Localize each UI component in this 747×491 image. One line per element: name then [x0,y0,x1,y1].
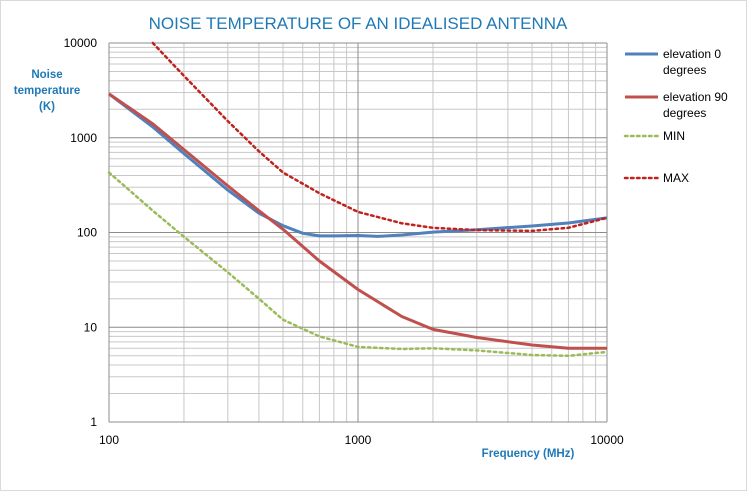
x-tick-label: 1000 [345,433,372,447]
y-tick-label: 1000 [70,131,97,145]
legend-label: MAX [663,171,689,185]
legend-label: elevation 90 degrees [663,90,728,120]
y-axis-label-line: temperature [14,85,80,97]
y-tick-label: 10 [84,320,98,334]
series-line-max [151,41,609,233]
series-lines [107,41,609,358]
legend-label-line: degrees [663,106,706,120]
x-tick-label: 10000 [590,433,624,447]
legend: elevation 0 degrees elevation 90 degrees MIN… [623,47,728,185]
legend-label-line: MAX [663,171,689,185]
x-axis-label: Frequency (MHz) [482,448,575,460]
y-axis-label: Noise temperature (K) [14,69,80,113]
series-line-elevation-90-degrees [108,92,607,350]
legend-label-line: degrees [663,63,706,77]
legend-label-line: elevation 0 [663,47,721,61]
y-tick-label: 100 [77,226,97,240]
legend-label-line: MIN [663,129,685,143]
grid-major [108,42,608,423]
legend-label: MIN [663,129,685,143]
x-tick-label: 100 [99,433,119,447]
y-tick-label: 10000 [64,36,98,50]
y-tick-label: 1 [90,415,97,429]
y-tick-labels: 1 10 100 1000 10000 [64,36,98,429]
legend-label-line: elevation 90 [663,90,728,104]
series-line-min [107,171,609,358]
y-axis-label-line: Noise [31,69,62,81]
legend-label: elevation 0 degrees [663,47,721,77]
x-tick-labels: 100 1000 10000 [99,433,624,447]
series-line-elevation-0-degrees [108,92,608,238]
y-axis-label-line: (K) [39,101,55,113]
chart-title: NOISE TEMPERATURE OF AN IDEALISED ANTENN… [149,14,568,33]
